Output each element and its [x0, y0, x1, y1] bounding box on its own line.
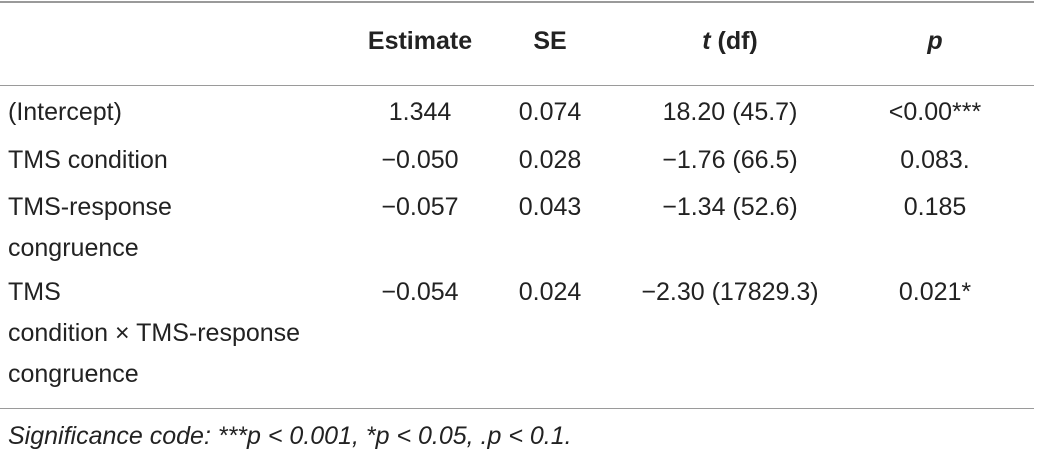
table-cell-p: 0.021*: [898, 278, 972, 306]
table-cell-estimate: −0.057: [381, 193, 459, 221]
row-label-line: congruence: [8, 360, 139, 388]
table-cell-t-df: −1.34 (52.6): [662, 193, 798, 221]
table-cell-se: 0.024: [518, 278, 582, 306]
table-row-label: TMS condition × TMS-response congruence: [8, 272, 348, 395]
significance-footnote: Significance code: ***p < 0.001, *p < 0.…: [8, 422, 572, 450]
header-t-df: t (df): [610, 21, 850, 62]
table-row-label: (Intercept): [8, 92, 348, 133]
table-cell-t-df: −2.30 (17829.3): [641, 278, 819, 306]
table-cell-p: 0.083.: [900, 146, 970, 174]
header-estimate: Estimate: [367, 27, 473, 55]
header-p-symbol: p: [927, 27, 943, 55]
table-row-label: TMS condition: [8, 140, 348, 181]
header-t-symbol: t: [702, 27, 711, 55]
table-cell-estimate: −0.054: [381, 278, 459, 306]
row-label-line: condition × TMS-response: [8, 319, 301, 347]
table-bottom-rule: [0, 408, 1034, 409]
header-df: (df): [710, 27, 758, 55]
table-cell-estimate: −0.050: [381, 146, 459, 174]
table-top-rule: [0, 1, 1034, 3]
table-cell-t-df: −1.76 (66.5): [662, 146, 798, 174]
row-label-line: TMS: [8, 278, 61, 306]
row-label-line: congruence: [8, 234, 139, 262]
table-cell-p: 0.185: [903, 193, 967, 221]
row-label-line: TMS-response: [8, 193, 172, 221]
table-cell-se: 0.028: [518, 146, 582, 174]
table-cell-p: <0.00***: [888, 98, 982, 126]
header-p: p: [860, 21, 1010, 62]
table-cell-t-df: 18.20 (45.7): [662, 98, 798, 126]
header-divider-rule: [0, 85, 1034, 86]
table-cell-se: 0.074: [518, 98, 582, 126]
header-se: SE: [533, 27, 567, 55]
table-row-label: TMS-response congruence: [8, 187, 348, 269]
row-label-line: TMS condition: [8, 146, 168, 174]
row-label-line: (Intercept): [8, 98, 122, 126]
table-cell-estimate: 1.344: [388, 98, 452, 126]
table-cell-se: 0.043: [518, 193, 582, 221]
